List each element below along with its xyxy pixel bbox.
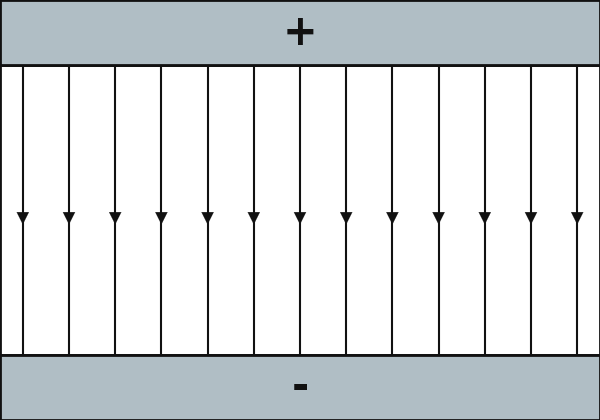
Bar	[0, 65, 600, 355]
Bar	[0, 0, 600, 65]
Text: -: -	[292, 366, 308, 408]
Bar	[0, 355, 600, 420]
Text: +: +	[283, 11, 317, 53]
